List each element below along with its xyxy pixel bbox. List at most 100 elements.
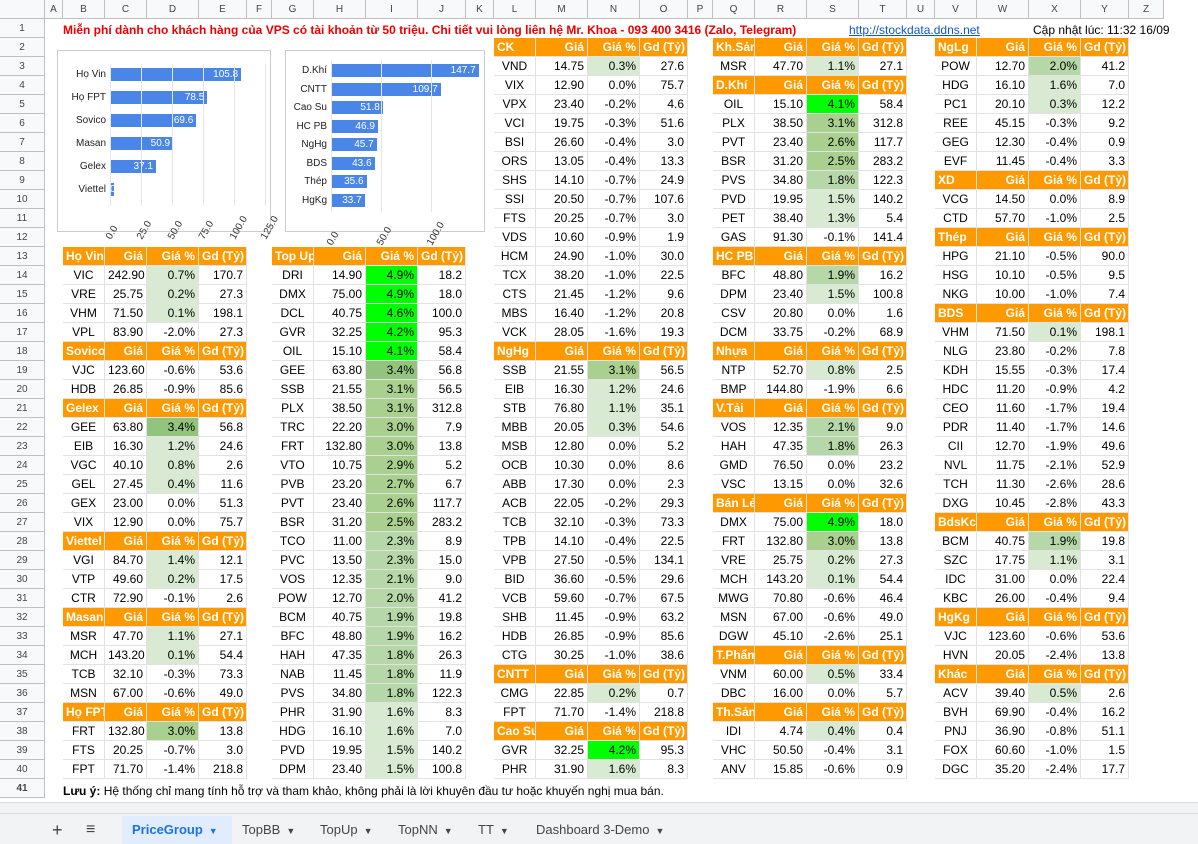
row-header-24[interactable]: 24 <box>0 456 45 475</box>
price-cell[interactable]: 31.00 <box>977 570 1029 589</box>
ticker-DMX[interactable]: DMX <box>272 285 314 304</box>
change-pct-cell[interactable]: -0.3% <box>147 665 199 684</box>
volume-cell[interactable]: 27.3 <box>199 285 247 304</box>
price-cell[interactable]: 123.60 <box>105 361 147 380</box>
change-pct-cell[interactable]: 4.9% <box>366 285 418 304</box>
all-sheets-menu-button[interactable]: ≡ <box>86 821 96 838</box>
row-header-27[interactable]: 27 <box>0 513 45 532</box>
volume-cell[interactable]: 8.9 <box>1081 190 1129 209</box>
volume-cell[interactable]: 32.6 <box>859 475 907 494</box>
price-cell[interactable]: 20.05 <box>536 418 588 437</box>
ticker-OIL[interactable]: OIL <box>713 95 755 114</box>
ticker-CMG[interactable]: CMG <box>494 684 536 703</box>
ticker-GVR[interactable]: GVR <box>272 323 314 342</box>
ticker-SHS[interactable]: SHS <box>494 171 536 190</box>
change-pct-cell[interactable]: 2.3% <box>366 532 418 551</box>
volume-cell[interactable]: 2.6 <box>1081 684 1129 703</box>
price-cell[interactable]: 32.25 <box>536 741 588 760</box>
chart-bar[interactable]: 109.7 <box>331 82 441 96</box>
volume-cell[interactable]: 122.3 <box>418 684 466 703</box>
ticker-VJC[interactable]: VJC <box>63 361 105 380</box>
change-pct-cell[interactable]: 0.8% <box>807 361 859 380</box>
volume-cell[interactable]: 2.5 <box>1081 209 1129 228</box>
ticker-PC1[interactable]: PC1 <box>935 95 977 114</box>
ticker-FRT[interactable]: FRT <box>63 722 105 741</box>
price-cell[interactable]: 144.80 <box>755 380 807 399</box>
ticker-ABB[interactable]: ABB <box>494 475 536 494</box>
volume-cell[interactable]: 5.4 <box>859 209 907 228</box>
change-pct-cell[interactable]: -2.6% <box>1029 475 1081 494</box>
row-header-25[interactable]: 25 <box>0 475 45 494</box>
price-cell[interactable]: 28.05 <box>536 323 588 342</box>
change-pct-cell[interactable]: 0.0% <box>807 304 859 323</box>
price-cell[interactable]: 40.75 <box>314 304 366 323</box>
price-cell[interactable]: 50.50 <box>755 741 807 760</box>
volume-cell[interactable]: 27.6 <box>640 57 688 76</box>
volume-cell[interactable]: 51.1 <box>1081 722 1129 741</box>
price-cell[interactable]: 21.55 <box>314 380 366 399</box>
change-pct-cell[interactable]: 1.9% <box>366 627 418 646</box>
ticker-VCI[interactable]: VCI <box>494 114 536 133</box>
volume-cell[interactable]: 1.6 <box>859 304 907 323</box>
volume-cell[interactable]: 218.8 <box>640 703 688 722</box>
price-cell[interactable]: 22.85 <box>536 684 588 703</box>
price-cell[interactable]: 12.80 <box>536 437 588 456</box>
volume-cell[interactable]: 54.4 <box>199 646 247 665</box>
price-cell[interactable]: 11.60 <box>977 399 1029 418</box>
price-cell[interactable]: 26.85 <box>105 380 147 399</box>
row-header-22[interactable]: 22 <box>0 418 45 437</box>
ticker-GEE[interactable]: GEE <box>63 418 105 437</box>
change-pct-cell[interactable]: -0.3% <box>1029 114 1081 133</box>
change-pct-cell[interactable]: -0.1% <box>147 589 199 608</box>
ticker-TCO[interactable]: TCO <box>272 532 314 551</box>
ticker-PLX[interactable]: PLX <box>272 399 314 418</box>
change-pct-cell[interactable]: -1.0% <box>1029 209 1081 228</box>
ticker-NAB[interactable]: NAB <box>272 665 314 684</box>
row-header-26[interactable]: 26 <box>0 494 45 513</box>
change-pct-cell[interactable]: -1.0% <box>1029 285 1081 304</box>
price-cell[interactable]: 17.30 <box>536 475 588 494</box>
change-pct-cell[interactable]: -0.4% <box>807 741 859 760</box>
ticker-ACV[interactable]: ACV <box>935 684 977 703</box>
column-header-Y[interactable]: Y <box>1081 0 1129 19</box>
volume-cell[interactable]: 13.3 <box>640 152 688 171</box>
volume-cell[interactable]: 9.4 <box>1081 589 1129 608</box>
ticker-MWG[interactable]: MWG <box>713 589 755 608</box>
row-header-8[interactable]: 8 <box>0 152 45 171</box>
ticker-MBB[interactable]: MBB <box>494 418 536 437</box>
volume-cell[interactable]: 7.4 <box>1081 285 1129 304</box>
row-header-23[interactable]: 23 <box>0 437 45 456</box>
volume-cell[interactable]: 54.6 <box>640 418 688 437</box>
ticker-SSB[interactable]: SSB <box>494 361 536 380</box>
price-cell[interactable]: 75.00 <box>314 285 366 304</box>
change-pct-cell[interactable]: 0.0% <box>807 475 859 494</box>
ticker-VTP[interactable]: VTP <box>63 570 105 589</box>
price-cell[interactable]: 16.40 <box>536 304 588 323</box>
ticker-IDI[interactable]: IDI <box>713 722 755 741</box>
volume-cell[interactable]: 26.3 <box>859 437 907 456</box>
volume-cell[interactable]: 18.0 <box>418 285 466 304</box>
price-cell[interactable]: 17.75 <box>977 551 1029 570</box>
price-cell[interactable]: 13.15 <box>755 475 807 494</box>
chevron-down-icon[interactable]: ▼ <box>499 826 509 836</box>
ticker-DRI[interactable]: DRI <box>272 266 314 285</box>
change-pct-cell[interactable]: 1.3% <box>807 209 859 228</box>
row-header-33[interactable]: 33 <box>0 627 45 646</box>
ticker-DGW[interactable]: DGW <box>713 627 755 646</box>
price-cell[interactable]: 143.20 <box>755 570 807 589</box>
volume-cell[interactable]: 9.2 <box>1081 114 1129 133</box>
row-header-4[interactable]: 4 <box>0 76 45 95</box>
change-pct-cell[interactable]: -1.9% <box>1029 437 1081 456</box>
ticker-VGI[interactable]: VGI <box>63 551 105 570</box>
ticker-VPX[interactable]: VPX <box>494 95 536 114</box>
price-cell[interactable]: 11.00 <box>314 532 366 551</box>
price-cell[interactable]: 20.25 <box>105 741 147 760</box>
change-pct-cell[interactable]: -0.5% <box>1029 247 1081 266</box>
price-cell[interactable]: 14.75 <box>536 57 588 76</box>
ticker-ACB[interactable]: ACB <box>494 494 536 513</box>
ticker-DMX[interactable]: DMX <box>713 513 755 532</box>
row-header-10[interactable]: 10 <box>0 190 45 209</box>
change-pct-cell[interactable]: -0.9% <box>147 380 199 399</box>
price-cell[interactable]: 57.70 <box>977 209 1029 228</box>
volume-cell[interactable]: 19.8 <box>418 608 466 627</box>
